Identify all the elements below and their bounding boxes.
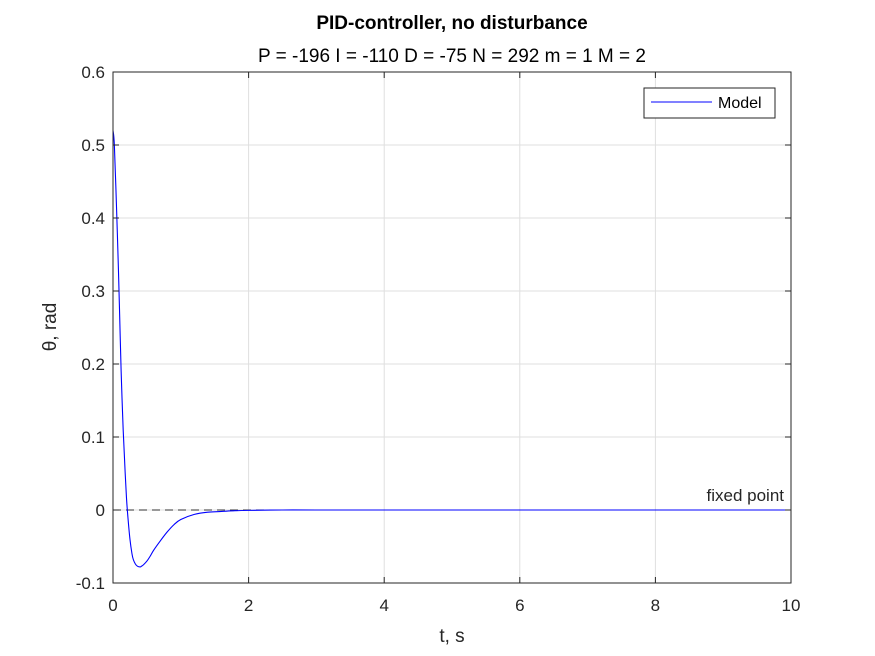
y-tick-label: 0.4 [81,209,105,228]
y-tick-label: 0.3 [81,282,105,301]
axes-background [113,72,791,583]
legend[interactable]: Model [643,87,776,119]
y-tick-label: 0.6 [81,63,105,82]
legend-box [643,87,776,119]
y-tick-label: 0.5 [81,136,105,155]
series-group [112,130,791,568]
y-axis-label: θ, rad [40,303,61,352]
x-tick-label: 2 [244,596,253,615]
x-tick-label: 0 [108,596,117,615]
y-tick-label: 0.2 [81,355,105,374]
series-line-model [112,130,791,568]
fixed-point-label: fixed point [707,486,785,505]
plot-area: 0 2 4 6 8 10-0.100.10.20.30.40.50.6 [76,63,801,615]
x-tick-label: 6 [515,596,524,615]
x-tick-label: 4 [379,596,388,615]
chart-subtitle: P = -196 I = -110 D = -75 N = 292 m = 1 … [258,46,646,67]
axes-frame [112,71,792,584]
ticks: 0 2 4 6 8 10-0.100.10.20.30.40.50.6 [76,63,801,615]
legend-label-model: Model [718,95,762,112]
x-tick-label: 10 [782,596,801,615]
y-tick-label: -0.1 [76,574,105,593]
y-tick-label: 0.1 [81,428,105,447]
chart-title: PID-controller, no disturbance [316,13,587,34]
x-tick-label: 8 [651,596,660,615]
x-axis-label: t, s [439,626,464,647]
y-tick-label: 0 [96,501,105,520]
